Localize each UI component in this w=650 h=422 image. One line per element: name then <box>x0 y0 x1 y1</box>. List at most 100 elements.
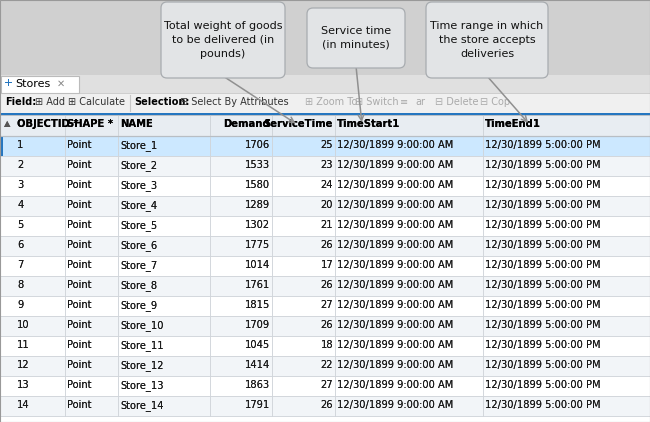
Text: 26: 26 <box>320 280 333 290</box>
Text: 26: 26 <box>320 320 333 330</box>
Text: Point: Point <box>67 140 92 150</box>
FancyBboxPatch shape <box>0 296 650 316</box>
Text: 12/30/1899 9:00:00 AM: 12/30/1899 9:00:00 AM <box>337 320 453 330</box>
Text: 12/30/1899 5:00:00 PM: 12/30/1899 5:00:00 PM <box>485 400 601 410</box>
Text: 12/30/1899 5:00:00 PM: 12/30/1899 5:00:00 PM <box>485 180 601 190</box>
Text: ⊞ Add: ⊞ Add <box>35 97 65 107</box>
Text: ServiceTime: ServiceTime <box>264 119 333 129</box>
Text: Point: Point <box>67 340 92 350</box>
Text: 12/30/1899 5:00:00 PM: 12/30/1899 5:00:00 PM <box>485 280 601 290</box>
Text: 4: 4 <box>17 200 23 210</box>
Text: ⊞ Calculate: ⊞ Calculate <box>68 97 125 107</box>
Text: 1706: 1706 <box>245 140 270 150</box>
Text: 1302: 1302 <box>245 220 270 230</box>
Text: Point: Point <box>67 400 92 410</box>
Text: Point: Point <box>67 400 92 410</box>
FancyBboxPatch shape <box>0 113 650 115</box>
Text: Store_10: Store_10 <box>120 320 164 331</box>
Text: Store_11: Store_11 <box>120 340 164 351</box>
Text: 12/30/1899 9:00:00 AM: 12/30/1899 9:00:00 AM <box>337 220 453 230</box>
Text: Store_1: Store_1 <box>120 140 157 151</box>
Text: 1580: 1580 <box>245 180 270 190</box>
Text: OBJECTID *: OBJECTID * <box>17 119 79 129</box>
Text: Point: Point <box>67 200 92 210</box>
FancyBboxPatch shape <box>0 396 650 416</box>
Text: Point: Point <box>67 220 92 230</box>
Text: 23: 23 <box>320 160 333 170</box>
Text: 12/30/1899 9:00:00 AM: 12/30/1899 9:00:00 AM <box>337 300 453 310</box>
FancyBboxPatch shape <box>0 176 650 196</box>
Text: 17: 17 <box>320 260 333 270</box>
Text: ▲: ▲ <box>4 119 10 128</box>
Text: 12/30/1899 9:00:00 AM: 12/30/1899 9:00:00 AM <box>337 400 453 410</box>
Text: Store_5: Store_5 <box>120 220 157 231</box>
Text: 12/30/1899 9:00:00 AM: 12/30/1899 9:00:00 AM <box>337 240 453 250</box>
Text: ServiceTime: ServiceTime <box>264 119 333 129</box>
Text: Point: Point <box>67 300 92 310</box>
Text: Point: Point <box>67 280 92 290</box>
Text: Total weight of goods
to be delivered (in
pounds): Total weight of goods to be delivered (i… <box>164 22 282 59</box>
Text: Point: Point <box>67 180 92 190</box>
Text: Store_7: Store_7 <box>120 260 157 271</box>
Text: 1045: 1045 <box>245 340 270 350</box>
Text: Time range in which
the store accepts
deliveries: Time range in which the store accepts de… <box>430 22 543 59</box>
Text: 26: 26 <box>320 320 333 330</box>
Text: 1302: 1302 <box>245 220 270 230</box>
FancyBboxPatch shape <box>0 396 650 416</box>
Text: 24: 24 <box>320 180 333 190</box>
Text: ▲: ▲ <box>4 119 10 128</box>
Text: 7: 7 <box>17 260 23 270</box>
Text: NAME: NAME <box>120 119 153 129</box>
Text: SHAPE *: SHAPE * <box>67 119 113 129</box>
Text: 10: 10 <box>17 320 30 330</box>
Text: TimeStart1: TimeStart1 <box>337 119 400 129</box>
Text: Point: Point <box>67 140 92 150</box>
Text: 13: 13 <box>17 380 30 390</box>
Text: 14: 14 <box>17 400 30 410</box>
FancyBboxPatch shape <box>0 276 650 296</box>
Text: 27: 27 <box>320 300 333 310</box>
FancyBboxPatch shape <box>0 176 650 196</box>
Text: 1706: 1706 <box>245 140 270 150</box>
FancyBboxPatch shape <box>161 2 285 78</box>
Text: Store_12: Store_12 <box>120 360 164 371</box>
Text: Store_2: Store_2 <box>120 160 157 171</box>
Text: 7: 7 <box>17 260 23 270</box>
Text: 12/30/1899 5:00:00 PM: 12/30/1899 5:00:00 PM <box>485 240 601 250</box>
FancyBboxPatch shape <box>9 83 12 86</box>
Text: 12/30/1899 9:00:00 AM: 12/30/1899 9:00:00 AM <box>337 360 453 370</box>
Text: Store_2: Store_2 <box>120 160 157 171</box>
Text: 1289: 1289 <box>245 200 270 210</box>
FancyBboxPatch shape <box>0 276 650 296</box>
FancyBboxPatch shape <box>0 75 650 94</box>
Text: 24: 24 <box>320 180 333 190</box>
FancyBboxPatch shape <box>0 156 650 176</box>
Text: 1775: 1775 <box>245 240 270 250</box>
Text: ar: ar <box>415 97 425 107</box>
FancyBboxPatch shape <box>1 76 79 93</box>
Text: Store_9: Store_9 <box>120 300 157 311</box>
Text: Selection:: Selection: <box>134 97 189 107</box>
FancyBboxPatch shape <box>0 136 3 156</box>
Text: 26: 26 <box>320 400 333 410</box>
Text: ⊟ Cop: ⊟ Cop <box>480 97 510 107</box>
Text: Point: Point <box>67 220 92 230</box>
Text: 11: 11 <box>17 340 30 350</box>
FancyBboxPatch shape <box>0 115 650 422</box>
Text: 1761: 1761 <box>245 280 270 290</box>
FancyBboxPatch shape <box>0 216 650 236</box>
Text: ⊞ Switch: ⊞ Switch <box>355 97 398 107</box>
Text: Point: Point <box>67 240 92 250</box>
FancyBboxPatch shape <box>5 79 8 82</box>
FancyBboxPatch shape <box>0 115 650 136</box>
Text: 1045: 1045 <box>245 340 270 350</box>
Text: 12/30/1899 9:00:00 AM: 12/30/1899 9:00:00 AM <box>337 160 453 170</box>
Text: Point: Point <box>67 260 92 270</box>
FancyBboxPatch shape <box>0 136 650 156</box>
Text: 23: 23 <box>320 160 333 170</box>
Text: Point: Point <box>67 360 92 370</box>
Text: 27: 27 <box>320 300 333 310</box>
Text: 1: 1 <box>17 140 23 150</box>
FancyBboxPatch shape <box>0 115 650 136</box>
Text: 1791: 1791 <box>245 400 270 410</box>
